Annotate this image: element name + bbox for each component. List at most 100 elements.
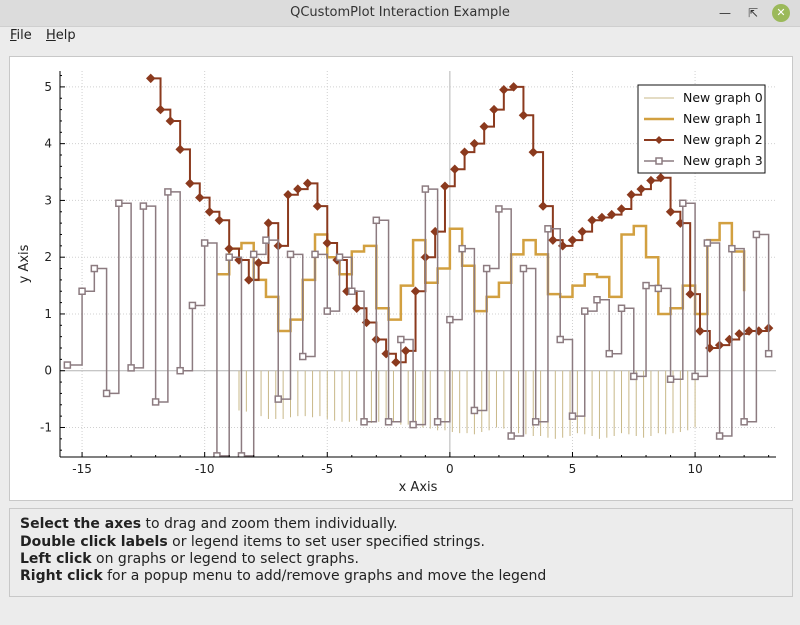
graph3-marker[interactable]: [679, 199, 687, 208]
graph2-marker[interactable]: [616, 204, 627, 214]
plot-widget[interactable]: -15 -10 -5 0 5 10 -1 0 1 2 3 4 5 x Axis y Axis New g…: [9, 56, 793, 501]
graph3-marker[interactable]: [262, 236, 270, 244]
graph2-marker[interactable]: [734, 329, 744, 339]
graph2-marker[interactable]: [204, 207, 215, 217]
graph2-marker[interactable]: [244, 275, 254, 285]
graph2-marker[interactable]: [459, 147, 470, 157]
graph2-marker[interactable]: [175, 144, 185, 155]
graph2-marker[interactable]: [508, 82, 519, 92]
graph3-marker[interactable]: [433, 418, 442, 426]
graph3-marker[interactable]: [164, 188, 172, 196]
graph2-marker[interactable]: [155, 104, 166, 115]
graph2-marker[interactable]: [479, 121, 489, 132]
graph3-marker[interactable]: [495, 205, 503, 213]
graph3-marker[interactable]: [249, 250, 258, 259]
graph3-marker[interactable]: [384, 418, 393, 426]
graph3-marker[interactable]: [642, 281, 650, 290]
minimize-icon[interactable]: —: [719, 6, 731, 20]
graph2-marker[interactable]: [695, 326, 705, 336]
graph2-marker[interactable]: [685, 289, 695, 299]
graph3-marker[interactable]: [127, 364, 135, 372]
graph3-marker[interactable]: [458, 244, 466, 253]
graph3-marker[interactable]: [728, 244, 736, 253]
graph3-marker[interactable]: [568, 412, 577, 420]
graph2-marker[interactable]: [518, 110, 529, 120]
graph3-marker[interactable]: [531, 418, 540, 426]
graph3-marker[interactable]: [90, 264, 99, 273]
legend-item-label[interactable]: New graph 1: [683, 111, 763, 126]
graph2-marker[interactable]: [410, 286, 421, 296]
legend-item-label[interactable]: New graph 2: [683, 132, 763, 147]
graph3-marker[interactable]: [630, 372, 638, 381]
graph3-marker[interactable]: [421, 185, 430, 193]
graph3-marker[interactable]: [617, 304, 626, 313]
graph3-marker[interactable]: [188, 301, 197, 310]
graph3-marker[interactable]: [115, 199, 123, 208]
graph3-marker[interactable]: [237, 452, 246, 459]
graph2-marker[interactable]: [302, 178, 313, 189]
graph3-marker[interactable]: [63, 361, 72, 369]
graph3-marker[interactable]: [470, 406, 479, 415]
graph3-marker[interactable]: [139, 202, 148, 210]
graph2-marker[interactable]: [489, 104, 499, 115]
graph3-marker[interactable]: [544, 225, 552, 233]
graph2-marker[interactable]: [567, 235, 578, 245]
graph3-marker[interactable]: [507, 432, 515, 440]
close-icon[interactable]: ✕: [772, 4, 790, 22]
graph3-marker[interactable]: [703, 239, 712, 247]
graph2-marker[interactable]: [607, 209, 617, 220]
graph2-marker[interactable]: [538, 201, 548, 211]
graph2-marker[interactable]: [263, 218, 274, 228]
graph2-marker[interactable]: [646, 175, 656, 186]
graph2-marker[interactable]: [469, 138, 480, 149]
graph3-marker[interactable]: [593, 296, 601, 304]
graph3-marker[interactable]: [311, 250, 319, 259]
graph3-marker[interactable]: [299, 352, 307, 361]
graph3-marker[interactable]: [715, 432, 724, 440]
graph2-marker[interactable]: [322, 238, 332, 248]
graph2-marker[interactable]: [440, 181, 450, 191]
graph2-marker[interactable]: [587, 215, 597, 225]
graph3-marker[interactable]: [446, 315, 454, 324]
graph2-marker[interactable]: [391, 357, 401, 367]
legend-item-label[interactable]: New graph 3: [683, 153, 763, 168]
graph3-marker[interactable]: [176, 366, 184, 375]
graph3-marker[interactable]: [666, 375, 675, 383]
graph3-marker[interactable]: [102, 389, 111, 398]
menu-help[interactable]: Help: [46, 28, 76, 43]
graph2-marker[interactable]: [253, 258, 264, 268]
graph2-marker[interactable]: [146, 73, 156, 84]
graph3-marker[interactable]: [200, 239, 209, 247]
graph2-marker[interactable]: [165, 116, 176, 126]
graph3-marker[interactable]: [482, 264, 491, 273]
graph2-marker[interactable]: [195, 192, 205, 203]
graph3-marker[interactable]: [580, 307, 589, 315]
graph3-marker[interactable]: [360, 418, 368, 426]
graph2-marker[interactable]: [636, 184, 646, 194]
y-axis-label[interactable]: y Axis: [17, 244, 32, 283]
graph2-marker[interactable]: [214, 215, 225, 225]
graph2-marker[interactable]: [224, 243, 234, 254]
menu-file[interactable]: File: [10, 28, 32, 43]
graph2-marker[interactable]: [528, 147, 538, 157]
graph2-marker[interactable]: [499, 85, 509, 95]
graph2-marker[interactable]: [626, 190, 637, 200]
graph3-marker[interactable]: [605, 349, 614, 358]
graph2-marker[interactable]: [744, 326, 754, 336]
graph3-marker[interactable]: [323, 307, 332, 315]
graph3-marker[interactable]: [691, 372, 699, 381]
legend[interactable]: New graph 0 New graph 1 New graph 2 New gra…: [637, 84, 766, 174]
graph3-marker[interactable]: [274, 395, 282, 403]
x-axis-label[interactable]: x Axis: [399, 480, 438, 495]
graph2-marker[interactable]: [577, 226, 587, 237]
graph3-marker[interactable]: [151, 398, 160, 406]
graph3-marker[interactable]: [372, 216, 381, 225]
graph2-marker[interactable]: [293, 184, 303, 194]
data-area[interactable]: [63, 73, 774, 459]
graph2-marker[interactable]: [312, 201, 323, 211]
graph3-marker[interactable]: [764, 349, 773, 358]
graph1-line[interactable]: [216, 221, 746, 333]
graph3-line[interactable]: [67, 188, 770, 457]
